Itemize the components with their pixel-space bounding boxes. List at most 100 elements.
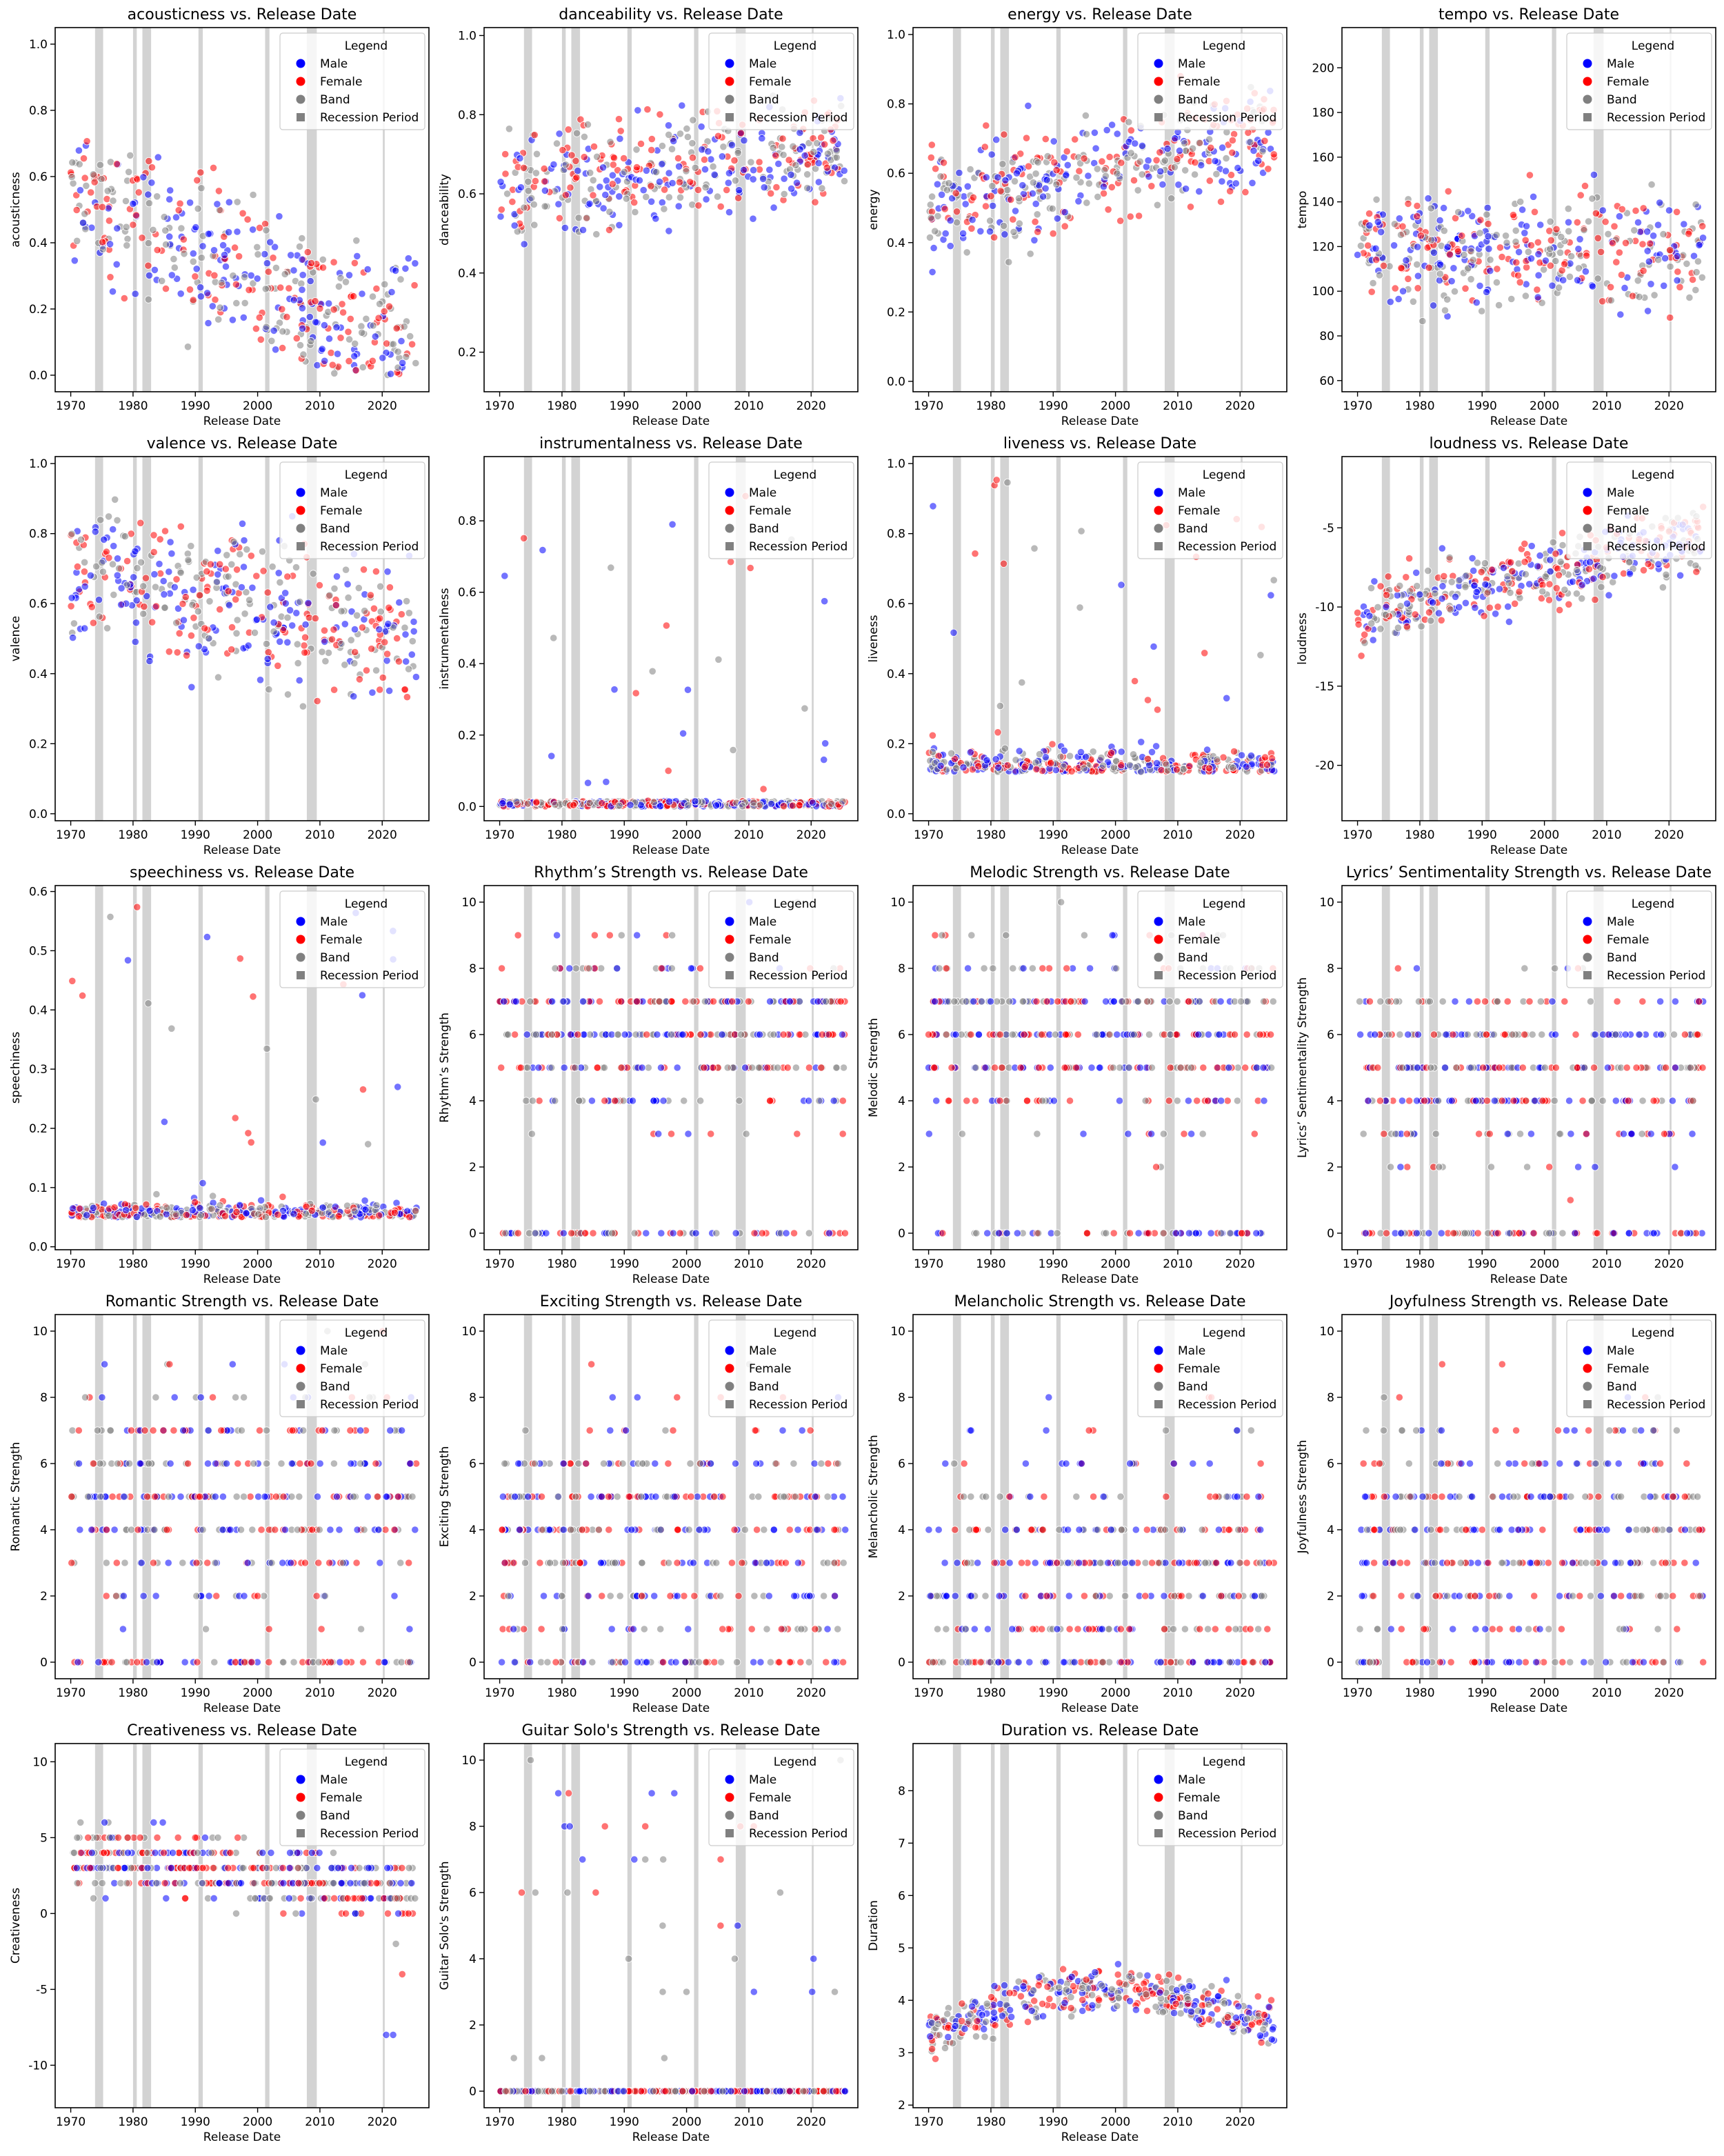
x-tick-label: 1980	[976, 828, 1005, 842]
data-point-male	[1138, 739, 1145, 746]
data-point-male	[1471, 582, 1478, 589]
data-point-band	[1448, 579, 1455, 586]
data-point-band	[665, 194, 672, 201]
data-point-female	[531, 132, 538, 139]
data-point-band	[302, 1210, 309, 1217]
data-point-female	[148, 164, 155, 171]
data-point-female	[154, 246, 161, 253]
data-point-male	[586, 200, 593, 207]
y-tick-label: 100	[1312, 285, 1334, 299]
data-point-male	[685, 1130, 692, 1137]
data-point-female	[350, 292, 357, 299]
data-point-male	[1414, 272, 1421, 279]
data-point-female	[339, 309, 346, 316]
data-point-band	[1512, 238, 1519, 245]
data-point-male	[239, 520, 245, 527]
data-point-band	[1082, 112, 1089, 119]
legend-marker-circle	[725, 488, 734, 497]
data-point-band	[1597, 564, 1604, 571]
x-tick-label: 2010	[1592, 399, 1621, 413]
data-point-male	[1534, 563, 1541, 570]
data-point-male	[636, 177, 643, 183]
data-point-female	[1033, 998, 1040, 1005]
data-point-male	[110, 526, 117, 532]
y-tick-label: 8	[469, 962, 477, 976]
data-point-band	[98, 175, 105, 182]
data-point-band	[218, 279, 225, 286]
data-point-female	[1522, 237, 1529, 243]
data-point-male	[270, 619, 277, 626]
data-point-male	[270, 327, 277, 334]
chart-title: valence vs. Release Date	[147, 435, 338, 452]
data-point-band	[653, 168, 660, 175]
data-point-female	[90, 619, 97, 626]
data-point-band	[215, 316, 222, 323]
data-point-male	[361, 1197, 368, 1204]
data-point-band	[198, 254, 205, 261]
data-point-band	[1376, 272, 1383, 279]
data-point-female	[648, 135, 655, 142]
data-point-male	[408, 651, 415, 658]
data-point-female	[99, 239, 106, 246]
data-point-band	[575, 214, 582, 221]
data-point-male	[364, 266, 371, 272]
data-point-female	[1156, 149, 1163, 156]
data-point-female	[1385, 573, 1392, 580]
data-point-male	[69, 1205, 76, 1212]
data-point-female	[784, 1064, 791, 1071]
data-point-female	[330, 686, 337, 693]
data-point-band	[532, 1230, 539, 1237]
data-point-female	[1556, 606, 1563, 613]
data-point-female	[785, 157, 792, 163]
data-point-female	[747, 564, 754, 571]
data-point-male	[222, 263, 229, 270]
data-point-male	[305, 599, 312, 606]
data-point-male	[938, 191, 945, 198]
data-point-female	[1365, 242, 1372, 249]
legend-marker-circle	[297, 77, 305, 86]
data-point-male	[402, 631, 409, 638]
data-point-female	[408, 341, 415, 348]
data-point-male	[1164, 145, 1171, 152]
data-point-female	[780, 803, 787, 810]
data-point-female	[1546, 581, 1553, 588]
data-point-male	[1063, 172, 1070, 179]
y-tick-label: 0.6	[458, 188, 477, 201]
data-point-band	[1197, 759, 1204, 766]
data-point-male	[650, 1097, 657, 1104]
data-point-male	[1485, 246, 1492, 252]
data-point-band	[299, 234, 305, 241]
data-point-male	[814, 998, 821, 1005]
data-point-female	[796, 801, 803, 808]
data-point-band	[1648, 181, 1655, 188]
data-point-female	[536, 1097, 543, 1104]
data-point-male	[75, 147, 82, 154]
data-point-male	[81, 583, 88, 590]
data-point-female	[1153, 157, 1160, 163]
data-point-male	[257, 677, 263, 683]
legend-label: Female	[320, 933, 362, 947]
data-point-female	[661, 186, 668, 193]
data-point-male	[658, 1230, 665, 1237]
x-tick-label: 1990	[610, 1257, 639, 1271]
data-point-female	[590, 1230, 597, 1237]
data-point-band	[319, 648, 325, 655]
y-tick-label: -15	[1315, 680, 1334, 694]
data-point-male	[402, 265, 409, 272]
data-point-band	[1550, 539, 1556, 546]
data-point-male	[1114, 130, 1121, 137]
data-point-band	[1030, 179, 1036, 186]
data-point-band	[1451, 288, 1458, 295]
data-point-band	[1031, 545, 1038, 552]
data-point-band	[168, 1025, 175, 1032]
data-point-male	[634, 932, 641, 939]
data-point-band	[403, 598, 410, 605]
data-point-male	[379, 355, 386, 361]
data-point-female	[192, 1199, 199, 1206]
data-point-female	[945, 1097, 952, 1104]
data-point-band	[272, 264, 279, 271]
